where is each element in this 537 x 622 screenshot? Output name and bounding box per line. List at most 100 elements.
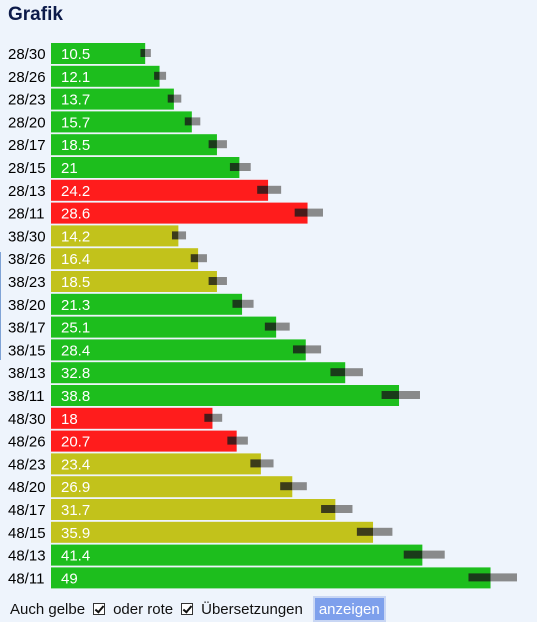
row-label: 38/13 — [8, 365, 46, 382]
range-marker-gray — [178, 231, 187, 240]
bar — [51, 521, 374, 543]
range-marker-dark — [250, 459, 261, 468]
row-label: 38/26 — [8, 251, 46, 268]
data-label: 25.1 — [61, 320, 90, 337]
row-label: 48/20 — [8, 479, 46, 496]
bar — [51, 567, 491, 589]
data-label: 28.4 — [61, 342, 90, 359]
range-marker-gray — [373, 527, 393, 536]
range-marker-gray — [216, 277, 227, 285]
bar — [51, 225, 179, 247]
data-label: 32.8 — [61, 365, 90, 382]
row-label: 48/23 — [8, 456, 46, 473]
data-label: 18.5 — [61, 137, 90, 154]
range-marker-gray — [236, 436, 248, 445]
range-marker-dark — [321, 505, 336, 513]
bar — [51, 407, 213, 429]
row-label: 38/20 — [8, 297, 46, 314]
row-label: 28/23 — [8, 92, 46, 109]
bar — [51, 248, 199, 270]
row-label: 48/13 — [8, 548, 46, 565]
data-label: 49 — [61, 570, 78, 587]
data-label: 23.4 — [61, 456, 90, 473]
show-button[interactable]: anzeigen — [312, 596, 386, 622]
range-marker-dark — [227, 436, 237, 445]
data-label: 21 — [61, 160, 78, 177]
bar — [51, 88, 174, 110]
range-marker-dark — [204, 413, 213, 422]
data-label: 35.9 — [61, 525, 90, 542]
data-label: 31.7 — [61, 502, 90, 519]
range-marker-gray — [145, 49, 151, 57]
range-marker-gray — [345, 368, 363, 377]
row-label: 28/26 — [8, 69, 46, 86]
red-checkbox[interactable] — [181, 603, 194, 615]
row-label: 48/30 — [8, 411, 46, 428]
page-title: Grafik — [8, 4, 63, 25]
range-marker-dark — [264, 322, 277, 331]
red-label: oder rote — [113, 600, 174, 618]
data-label: 38.8 — [61, 388, 90, 405]
range-marker-dark — [468, 573, 491, 582]
bar-chart: 28/30 10.5 28/26 12.1 28/23 13.7 28/20 15.7 28/1… — [8, 43, 517, 589]
range-marker-gray — [307, 208, 323, 217]
data-label: 16.4 — [61, 251, 90, 268]
range-marker-gray — [305, 345, 322, 354]
range-marker-gray — [191, 117, 201, 126]
range-marker-dark — [330, 368, 346, 377]
bar — [51, 476, 293, 498]
bar — [51, 339, 306, 361]
range-marker-gray — [276, 322, 290, 331]
range-marker-gray — [422, 550, 445, 559]
yellow-checkbox[interactable] — [93, 603, 106, 615]
data-label: 41.4 — [61, 548, 90, 565]
data-label: 24.2 — [61, 183, 90, 200]
range-marker-dark — [403, 550, 423, 559]
data-label: 20.7 — [61, 434, 90, 451]
range-marker-dark — [232, 299, 243, 308]
range-marker-gray — [173, 94, 182, 103]
row-label: 28/11 — [8, 206, 44, 223]
range-marker-gray — [399, 391, 420, 399]
range-marker-dark — [292, 345, 306, 354]
bar — [51, 111, 192, 133]
bar — [51, 43, 146, 64]
data-label: 28.6 — [61, 206, 90, 223]
data-label: 18.5 — [61, 274, 90, 291]
bar — [51, 65, 160, 87]
range-marker-dark — [280, 482, 293, 491]
yellow-label: Auch gelbe — [10, 600, 86, 618]
range-marker-gray — [268, 185, 282, 194]
data-label: 15.7 — [61, 114, 90, 131]
data-label: 10.5 — [61, 46, 90, 63]
range-marker-gray — [212, 413, 223, 422]
bar — [51, 179, 269, 201]
range-marker-gray — [239, 163, 251, 171]
row-label: 38/30 — [8, 228, 46, 245]
range-marker-gray — [335, 505, 353, 513]
bar — [51, 385, 400, 406]
row-label: 28/30 — [8, 46, 46, 63]
row-label: 38/23 — [8, 274, 46, 291]
range-marker-gray — [159, 71, 167, 80]
row-label: 38/15 — [8, 342, 46, 359]
data-label: 13.7 — [61, 92, 90, 109]
row-label: 38/11 — [8, 388, 44, 405]
row-label: 48/26 — [8, 434, 46, 451]
range-marker-gray — [490, 573, 517, 582]
range-marker-dark — [154, 71, 160, 80]
range-marker-dark — [208, 140, 217, 149]
row-label: 48/11 — [8, 570, 44, 587]
row-label: 28/20 — [8, 114, 46, 131]
data-label: 12.1 — [61, 69, 90, 86]
row-label: 28/17 — [8, 137, 46, 154]
range-marker-dark — [229, 163, 240, 171]
range-marker-dark — [356, 527, 374, 536]
range-marker-gray — [242, 299, 254, 308]
bar — [51, 316, 277, 338]
bar — [51, 453, 261, 475]
bar — [51, 544, 423, 566]
range-marker-dark — [294, 208, 308, 217]
range-marker-dark — [140, 49, 146, 57]
data-label: 21.3 — [61, 297, 90, 314]
